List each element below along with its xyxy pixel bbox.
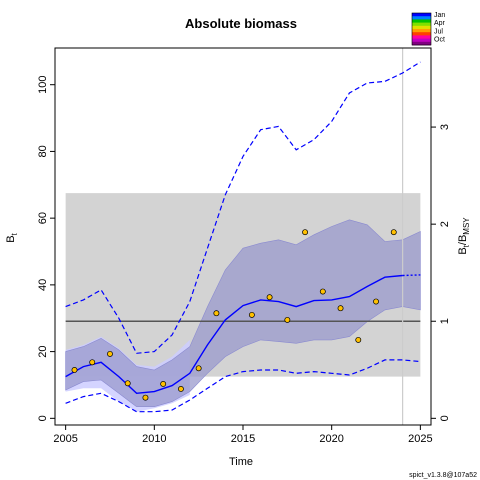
y-tick-label: 100 <box>37 76 49 94</box>
x-tick-label: 2015 <box>231 433 255 445</box>
observation-point <box>319 288 326 295</box>
legend-color-swatch <box>412 13 431 17</box>
y-right-tick-label: 2 <box>439 221 451 227</box>
observation-point <box>390 229 397 236</box>
y-axis-left-label-main: B <box>5 235 17 242</box>
upper-ci-dashed-line <box>65 61 421 354</box>
x-tick-label: 2010 <box>142 433 166 445</box>
legend-color-swatch <box>412 38 431 43</box>
observation-point <box>213 310 220 317</box>
y-axis-left-label-sub: t <box>10 232 19 235</box>
observation-point <box>302 229 309 236</box>
legend-color-swatch <box>412 32 431 36</box>
legend-label: Oct <box>434 37 445 44</box>
x-axis-label: Time <box>229 456 253 468</box>
biomass-confidence-band <box>65 219 421 407</box>
legend-color-swatch <box>412 16 431 20</box>
y-tick-label: 40 <box>37 279 49 291</box>
y-axis-right-label: Bt/BMSY <box>457 217 471 255</box>
legend-color-swatch <box>412 22 431 27</box>
observation-point <box>248 311 255 318</box>
biomass-estimate-line <box>65 274 403 395</box>
y-axis-right-label-sub1: t <box>462 244 471 247</box>
observation-point <box>124 380 131 387</box>
legend-label: Jul <box>434 28 443 35</box>
observation-point <box>266 294 273 301</box>
plot-content <box>65 48 421 425</box>
plot-area <box>65 48 421 425</box>
biomass-forecast-line <box>402 274 421 277</box>
lower-ci-dashed-line <box>65 359 421 413</box>
chart-title: Absolute biomass <box>185 16 297 31</box>
legend-color-swatch <box>412 41 431 46</box>
observation-point <box>89 359 96 366</box>
observation-point <box>160 381 167 387</box>
axes: 2005 2010 2015 2020 2025 0 20 40 60 80 100 0 1 2 3 <box>37 76 451 445</box>
legend-label: Apr <box>434 20 446 27</box>
y-axis-left-label: Bt <box>5 232 19 242</box>
y-tick-label: 0 <box>37 415 49 421</box>
observation-point <box>195 365 202 372</box>
observation-point <box>142 394 149 401</box>
y-right-tick-label: 0 <box>439 415 451 421</box>
legend-color-swatch <box>412 29 431 33</box>
legend-label: Jan <box>434 12 445 19</box>
y-axis-right-label-mid: /B <box>457 235 469 245</box>
y-axis-right-label-sub2: MSY <box>462 217 471 235</box>
observation-point <box>284 316 291 323</box>
y-right-tick-label: 3 <box>439 124 451 130</box>
y-tick-label: 20 <box>37 345 49 357</box>
legend-color-swatch <box>412 19 431 23</box>
legend-color-swatch <box>412 25 431 30</box>
legend-color-swatch <box>412 35 431 39</box>
y-right-tick-label: 1 <box>439 318 451 324</box>
x-tick-label: 2025 <box>408 433 432 445</box>
x-tick-label: 2020 <box>319 433 343 445</box>
x-tick-label: 2005 <box>53 433 77 445</box>
observation-point <box>337 305 344 312</box>
observation-point <box>177 386 184 392</box>
observation-point <box>373 298 379 305</box>
observation-point <box>355 336 362 343</box>
observation-point <box>71 367 78 373</box>
legend-frame <box>411 12 432 46</box>
observation-point <box>107 350 113 357</box>
y-axis-right-label-b: B <box>457 247 469 254</box>
svg-text:Bt: Bt <box>5 232 19 242</box>
y-tick-label: 80 <box>37 145 49 157</box>
svg-text:Bt/BMSY: Bt/BMSY <box>457 217 471 255</box>
y-tick-label: 60 <box>37 212 49 224</box>
footer-version: spict_v1.3.8@107a52 <box>409 472 477 479</box>
